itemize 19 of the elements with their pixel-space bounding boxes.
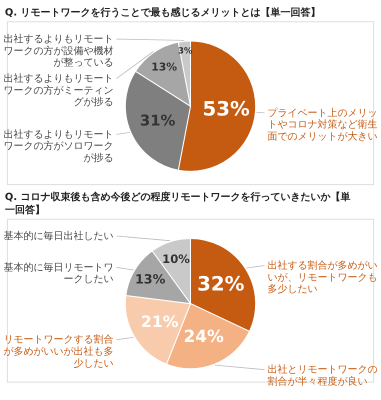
slice-label: 出社するよりもリモートワークの方が設備や機材が整っている bbox=[4, 33, 114, 69]
slice-label: 出社するよりもリモートワークの方がソロワークが捗る bbox=[4, 128, 114, 164]
slice-label: リモートワークする割合が多めがいいが出社も多少したい bbox=[4, 334, 114, 370]
data-label: 31% bbox=[140, 112, 176, 130]
slice-label: 出社する割合が多めがいいが、リモートワークも多少したい bbox=[267, 259, 378, 296]
data-label: 53% bbox=[202, 97, 250, 120]
slice-label: プライベート上のメリットやコロナ対策など衛生面でのメリットが大きい bbox=[267, 106, 378, 143]
chart-title: Q. コロナ収束後も含め今後どの程度リモートワークを行っていきたいか【単一回答】 bbox=[4, 190, 350, 216]
slice-label: 基本的に毎日出社したい bbox=[4, 230, 114, 242]
slice-label: 出社とリモートワークの割合が半々程度が良い bbox=[267, 364, 378, 388]
data-label: 10% bbox=[162, 252, 190, 266]
data-label: 13% bbox=[134, 272, 166, 287]
chart-title: Q. リモートワークを行うことで最も感じるメリットとは【単一回答】 bbox=[4, 6, 320, 18]
data-label: 24% bbox=[184, 326, 224, 346]
data-label: 21% bbox=[140, 312, 179, 331]
slice-label: 基本的に毎日リモートワークしたい bbox=[4, 261, 114, 286]
slice-label: 出社するよりもリモートワークの方がミーティングが捗る bbox=[4, 72, 114, 108]
data-label: 32% bbox=[197, 272, 245, 296]
data-label: 13% bbox=[151, 60, 178, 74]
